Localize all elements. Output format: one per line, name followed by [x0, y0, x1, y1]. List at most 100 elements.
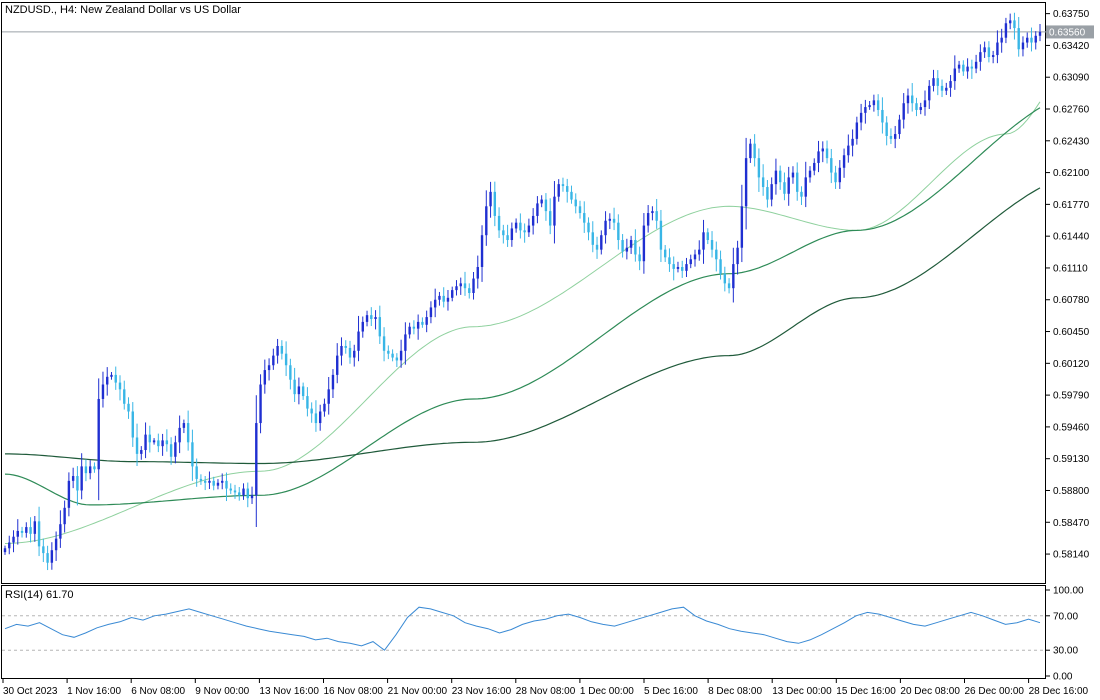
time-axis-label: 1 Dec 00:00	[580, 686, 634, 697]
candle	[59, 510, 62, 548]
candle-body	[365, 315, 369, 322]
candle	[548, 198, 552, 235]
candle-body	[710, 240, 714, 250]
candle	[996, 30, 999, 64]
candle-body	[391, 353, 394, 358]
candle-body	[774, 170, 778, 185]
candle-body	[306, 396, 309, 409]
candle-body	[821, 148, 824, 152]
candle-body	[16, 530, 19, 537]
candle-body	[476, 266, 479, 279]
candle-body	[97, 398, 100, 470]
candle	[983, 41, 986, 58]
candle-body	[114, 374, 117, 383]
candle	[212, 476, 215, 491]
candle-body	[983, 47, 986, 53]
candle-body	[131, 411, 134, 438]
candle	[1030, 27, 1033, 52]
candle-body	[936, 78, 939, 86]
candle	[110, 371, 113, 380]
candle	[591, 221, 594, 253]
candle	[20, 526, 24, 538]
candle-body	[80, 466, 83, 491]
candle	[553, 181, 556, 244]
candle-body	[161, 440, 164, 447]
candle	[340, 337, 343, 366]
candle-body	[548, 211, 552, 226]
candle	[693, 249, 697, 267]
candle-body	[63, 507, 66, 525]
candle-body	[84, 466, 88, 474]
candle-body	[29, 527, 32, 534]
candle-body	[834, 172, 837, 183]
candle	[514, 218, 518, 233]
candle	[727, 278, 731, 294]
candle-body	[893, 134, 897, 139]
price-axis-label: 0.59130	[1053, 454, 1090, 465]
candle	[131, 402, 134, 447]
current-price-badge-bg	[1046, 25, 1094, 39]
rsi-axis-label: 30.00	[1053, 646, 1078, 657]
candle	[152, 438, 156, 445]
candle	[284, 341, 288, 377]
candle	[566, 178, 569, 203]
candle	[331, 369, 335, 399]
candle-body	[770, 184, 773, 200]
candle	[506, 224, 509, 247]
candle	[280, 340, 284, 360]
candle-body	[148, 434, 152, 443]
candle-body	[919, 107, 922, 110]
candle	[199, 474, 203, 485]
candle-body	[348, 347, 352, 358]
candle	[195, 458, 198, 487]
candle	[859, 103, 863, 131]
candle	[208, 471, 211, 490]
candle	[987, 41, 991, 63]
candle	[8, 535, 11, 555]
candle	[872, 94, 876, 112]
candle	[761, 164, 765, 196]
candle-body	[178, 427, 181, 443]
moving-average-line	[4, 101, 1041, 544]
candle	[489, 181, 492, 218]
candle	[1017, 16, 1020, 57]
candle	[144, 422, 147, 459]
candle-body	[37, 521, 41, 547]
candle	[932, 69, 935, 92]
candle	[612, 207, 616, 231]
candle	[327, 377, 330, 415]
candle-body	[54, 538, 58, 551]
candle-body	[344, 345, 347, 348]
candle	[318, 404, 322, 431]
candle-body	[412, 326, 416, 329]
candle-body	[191, 442, 194, 467]
candle-body	[208, 480, 211, 483]
candle	[753, 134, 756, 167]
candle-body	[638, 254, 641, 262]
candle	[387, 345, 390, 360]
candle-body	[608, 218, 612, 221]
candle-body	[310, 408, 313, 414]
candle-body	[583, 213, 586, 223]
price-axis-label: 0.59460	[1053, 422, 1090, 433]
candle-body	[480, 235, 484, 267]
candle	[182, 419, 186, 434]
candle-body	[787, 177, 790, 194]
candle-body	[20, 530, 24, 533]
candle	[770, 177, 773, 207]
candle	[834, 165, 837, 189]
candle-body	[561, 184, 565, 187]
candle-body	[110, 374, 113, 377]
price-axis-label: 0.59790	[1053, 391, 1090, 402]
candle-body	[838, 167, 842, 183]
candle-body	[157, 440, 160, 447]
candle-body	[42, 546, 45, 554]
candle	[681, 260, 684, 278]
candle-body	[123, 389, 126, 404]
candle	[706, 228, 709, 245]
candle	[787, 166, 790, 206]
candle	[740, 184, 744, 263]
candle-body	[195, 466, 198, 479]
candle	[663, 245, 667, 262]
candle-body	[186, 423, 190, 443]
